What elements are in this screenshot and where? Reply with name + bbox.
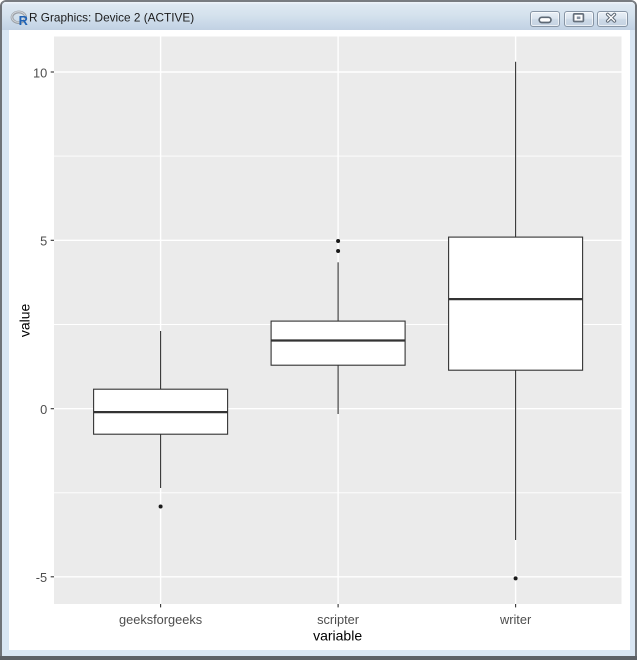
svg-text:variable: variable	[313, 628, 362, 644]
svg-text:-5: -5	[36, 570, 47, 585]
svg-text:writer: writer	[499, 612, 532, 627]
svg-text:5: 5	[40, 233, 47, 248]
svg-text:R Graphics: Device 2 (ACTIVE): R Graphics: Device 2 (ACTIVE)	[29, 11, 194, 25]
svg-text:R: R	[19, 13, 28, 28]
svg-text:value: value	[17, 303, 33, 337]
svg-text:0: 0	[40, 402, 47, 417]
svg-text:geeksforgeeks: geeksforgeeks	[119, 612, 202, 627]
svg-text:scripter: scripter	[317, 612, 360, 627]
svg-text:10: 10	[33, 65, 47, 80]
